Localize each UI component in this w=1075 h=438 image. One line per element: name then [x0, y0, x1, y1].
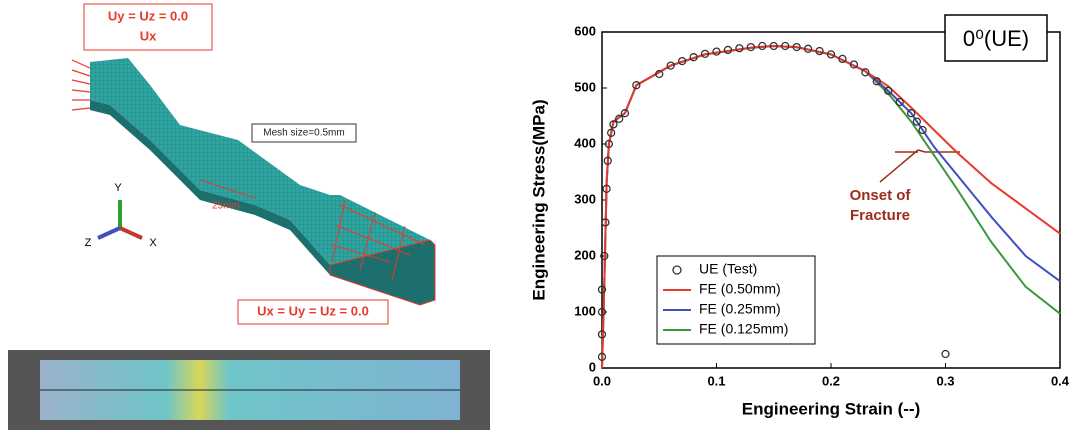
data-point [918, 125, 927, 135]
x-tick-label: 0.4 [1051, 373, 1070, 388]
data-point [700, 49, 710, 58]
data-point [607, 128, 616, 137]
y-tick-label: 0 [589, 359, 596, 374]
x-tick-label: 0.2 [822, 373, 840, 388]
data-point [941, 349, 950, 359]
chart-title: 0⁰(UE) [963, 26, 1029, 51]
data-point [723, 45, 733, 55]
load-label: Ux [140, 28, 157, 43]
specimen-side [90, 100, 330, 275]
annotation: Onset of [850, 187, 912, 204]
data-point [602, 184, 611, 193]
data-point [678, 56, 687, 66]
data-point [884, 86, 893, 95]
data-point [655, 69, 664, 79]
x-axis-label: Engineering Strain (--) [742, 399, 921, 418]
specimen-top [90, 58, 430, 265]
data-point [615, 114, 624, 123]
data-point [597, 307, 607, 317]
data-point [838, 54, 847, 64]
legend-marker [672, 265, 682, 275]
y-tick-label: 500 [574, 79, 596, 94]
load-arrows [71, 59, 91, 111]
y-tick-label: 200 [574, 247, 596, 262]
data-point [632, 81, 641, 90]
annotation: Fracture [850, 207, 910, 224]
gauge-line [199, 179, 256, 199]
data-point [600, 251, 609, 261]
y-axis-label: Engineering Stress(MPa) [529, 99, 548, 300]
axis-label: Z [85, 237, 92, 249]
data-point [597, 352, 607, 361]
data-point [601, 218, 610, 227]
y-tick-label: 400 [574, 135, 596, 150]
y-tick-label: 600 [574, 23, 596, 38]
data-point [712, 47, 721, 56]
bc-label: Ux = Uy = Uz = 0.0 [257, 303, 369, 318]
bc-label: Uy = Uz = 0.0 [108, 8, 188, 23]
data-point [620, 109, 630, 118]
axis-arrow [97, 226, 121, 240]
legend-label: FE (0.50mm) [699, 281, 781, 297]
data-point [872, 77, 881, 86]
axis-label: Y [114, 182, 122, 194]
mesh-label: Mesh size=0.5mm [263, 128, 344, 139]
gauge-label: 25mm [212, 201, 240, 212]
axis-label: X [149, 237, 157, 249]
data-point [815, 46, 824, 56]
data-point [861, 68, 870, 77]
data-point [895, 97, 904, 107]
x-tick-label: 0.3 [936, 373, 954, 388]
y-tick-label: 300 [574, 191, 596, 206]
data-point [792, 42, 801, 52]
data-point [597, 285, 607, 294]
data-point [746, 42, 755, 52]
legend-label: UE (Test) [699, 261, 757, 277]
annotation-arrow [879, 149, 960, 183]
data-point [912, 117, 922, 126]
fe-model: Uy = Uz = 0.0 Ux Mesh size=0.5mm 25mm Ux… [8, 3, 490, 430]
data-point [758, 41, 767, 51]
legend-label: FE (0.25mm) [699, 301, 781, 317]
data-point [907, 109, 916, 118]
x-tick-label: 0.1 [707, 373, 725, 388]
legend-label: FE (0.125mm) [699, 321, 788, 337]
label-box [83, 3, 213, 51]
data-point [666, 61, 675, 70]
title-box [944, 14, 1048, 62]
data-point [826, 50, 836, 59]
y-tick-label: 100 [574, 303, 596, 318]
data-point [781, 41, 790, 51]
data-point [609, 120, 618, 129]
label-box [237, 299, 389, 325]
data-point [689, 53, 698, 62]
grip-end [329, 239, 436, 306]
data-point [603, 156, 612, 165]
x-tick-label: 0.0 [593, 373, 611, 388]
data-point [803, 44, 813, 53]
grip-hatch [331, 199, 426, 281]
data-point [604, 139, 614, 149]
data-point [597, 330, 607, 339]
data-point [735, 44, 744, 53]
data-point [769, 41, 778, 51]
label-box [251, 123, 357, 143]
axis-arrow [119, 226, 143, 240]
data-point [849, 60, 859, 69]
